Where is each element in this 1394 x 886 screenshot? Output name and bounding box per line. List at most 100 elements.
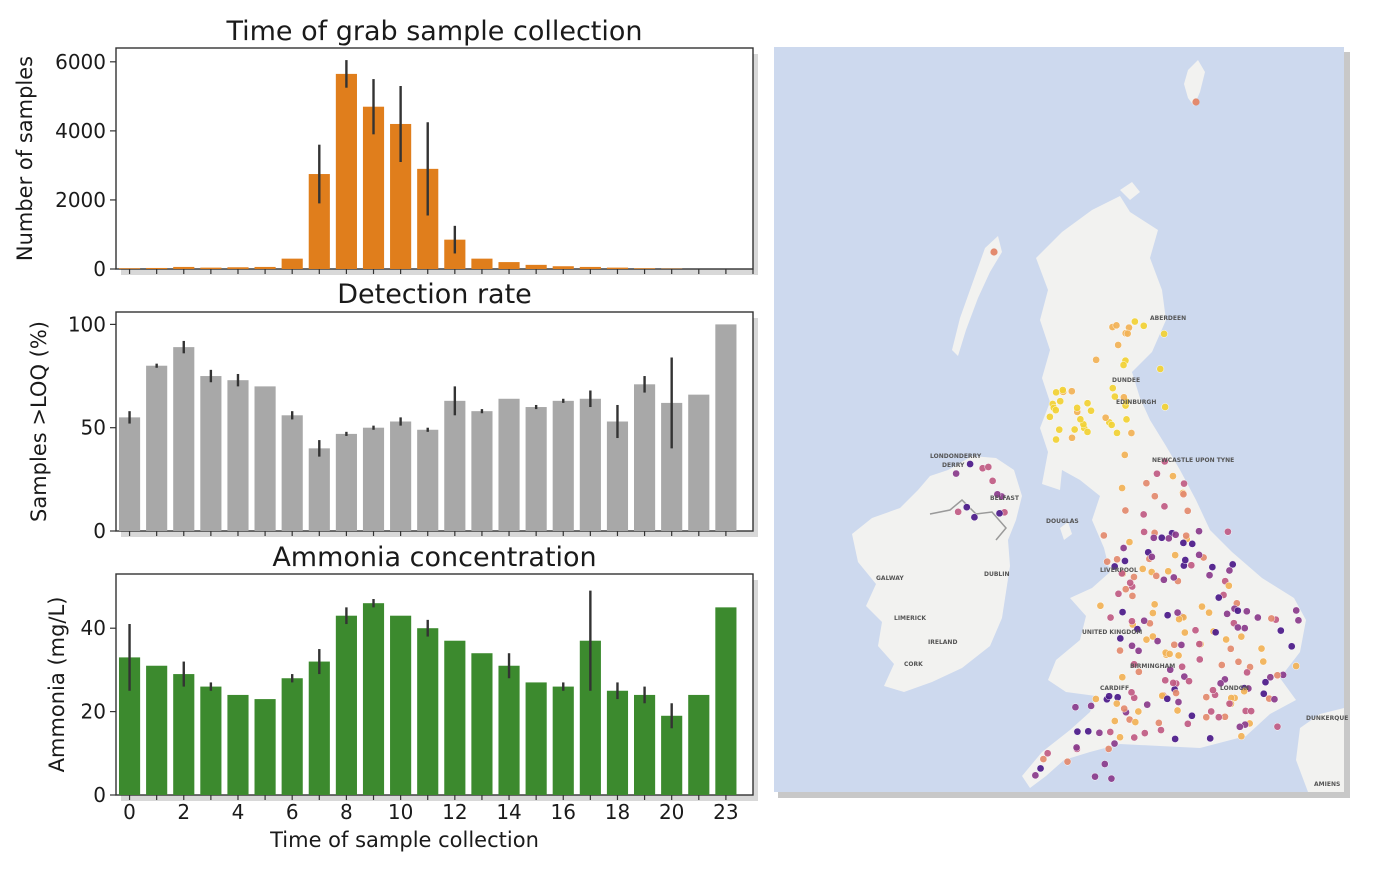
map-label: DUNDEE [1112,377,1140,384]
site-point [1083,428,1092,436]
site-point [1130,573,1138,581]
bar [362,603,385,795]
bar [118,417,141,531]
site-point [1253,613,1262,622]
site-point [1174,698,1183,706]
site-point [1118,569,1126,578]
site-point [1121,506,1130,515]
site-point [1273,722,1282,731]
site-point [1214,713,1223,722]
bar [552,686,574,795]
map-label: LONDONDERRY [930,453,982,460]
site-point [1070,425,1079,434]
site-point [1178,662,1186,671]
site-point [1195,527,1203,536]
bar [552,400,574,531]
uk-ireland-map: ABERDEEN DUNDEE EDINBURGH LONDONDERRY DE… [774,47,1350,798]
site-point [1214,593,1223,602]
site-point [1171,530,1180,539]
bar [308,661,330,795]
site-point [1084,727,1093,736]
bar [579,398,601,531]
site-point [1107,421,1116,429]
site-point [1131,317,1139,326]
site-point [1113,429,1121,437]
site-point [1071,703,1080,712]
bar [118,268,141,269]
site-point [1076,415,1085,424]
bar [281,678,303,795]
site-point [1195,640,1204,648]
site-point [954,507,962,516]
site-point [1165,650,1174,658]
site-point [1149,609,1157,617]
site-point [1110,739,1119,748]
y-tick-label: 4000 [55,119,106,143]
bar [200,267,222,269]
map-label: DUBLIN [984,571,1010,578]
bar [390,421,412,531]
site-point [1068,433,1076,442]
y-tick-label: 20 [81,700,106,724]
site-point [1161,403,1169,411]
site-point [1207,707,1216,716]
bar [661,402,683,531]
y-tick-label: 0 [93,257,106,281]
bar [335,615,357,795]
site-point [1267,614,1276,623]
site-point [1157,726,1165,734]
site-point [1206,734,1215,743]
site-point [988,477,997,485]
site-point [1095,728,1104,737]
site-point [1116,646,1124,655]
site-point [1187,561,1196,570]
map-land-france [1296,708,1344,792]
site-point [1292,662,1300,670]
site-point [1163,694,1172,703]
x-tick-label: 4 [232,800,245,824]
bar [308,174,330,269]
site-point [1052,435,1060,444]
site-point [1130,660,1138,669]
y-axis-label: Ammonia (mg/L) [45,597,69,773]
bar [227,694,249,795]
site-point [1121,585,1130,594]
site-point [1164,534,1173,543]
map-label: LIMERICK [894,615,926,622]
chart-title: Time of grab sample collection [225,16,642,47]
map-label: CARDIFF [1100,685,1129,692]
site-point [1119,361,1128,369]
site-point [1039,755,1048,763]
site-point [1224,527,1232,536]
site-point [952,469,960,478]
bar [634,268,656,269]
site-point [1125,538,1134,546]
site-point [1113,693,1122,702]
site-point [1138,565,1147,573]
site-point [1127,429,1136,437]
site-point [1160,575,1168,584]
site-point [1092,356,1100,364]
site-point [1120,451,1129,459]
bar [715,607,737,795]
site-point [1073,727,1082,736]
site-point [1164,567,1173,576]
site-point [995,509,1004,518]
site-point [1106,613,1115,622]
bar [200,686,222,795]
map-label: EDINBURGH [1116,399,1156,406]
bar [579,266,601,269]
bar [146,267,168,269]
site-point [1171,551,1180,559]
site-point [1161,676,1170,685]
y-tick-label: 100 [68,312,106,336]
site-point [1139,321,1148,330]
site-point [1192,98,1200,106]
site-point [1153,637,1162,645]
bar [173,674,195,795]
bar [335,433,357,531]
site-point [1208,563,1217,571]
site-point [1148,553,1156,561]
site-point [1052,388,1060,397]
site-point [1181,556,1190,564]
